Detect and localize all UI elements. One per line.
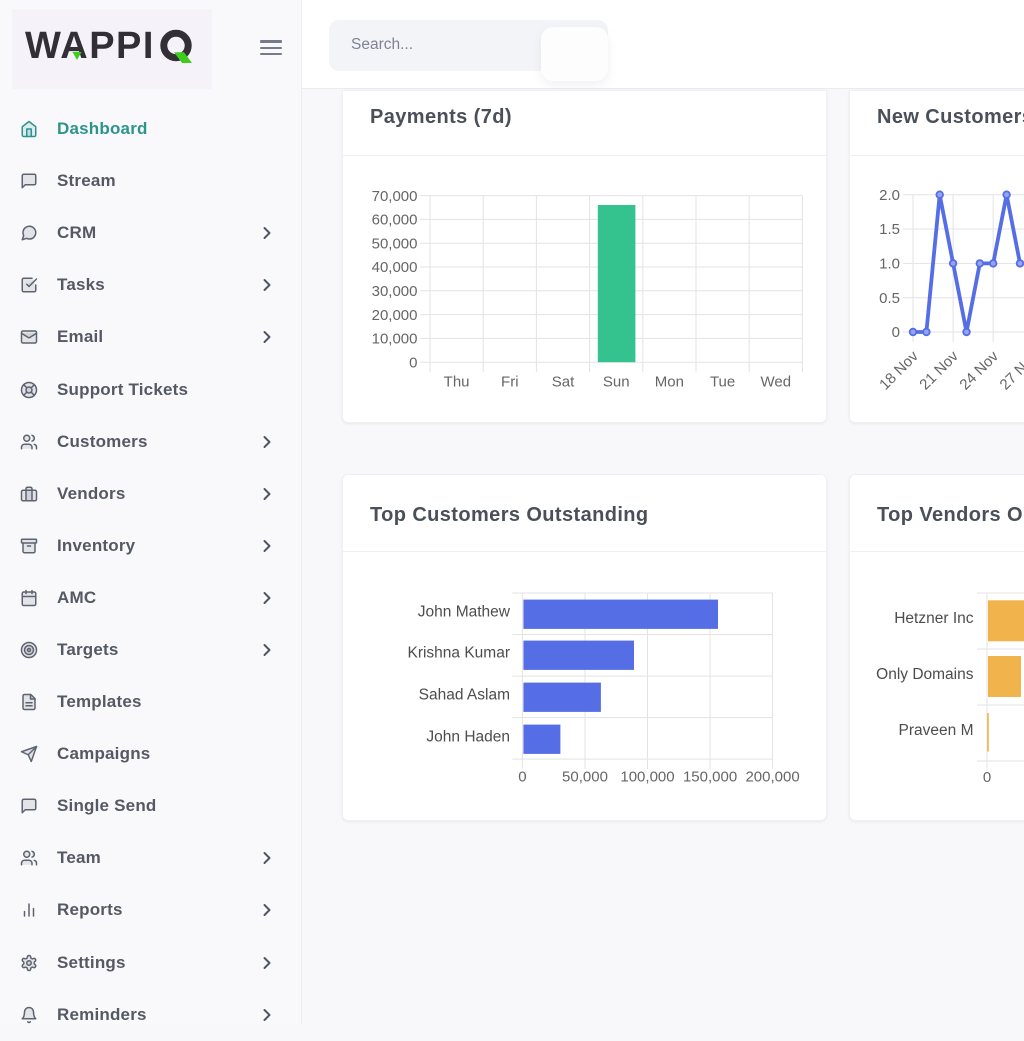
svg-text:John Mathew: John Mathew [418, 604, 511, 621]
svg-text:10,000: 10,000 [372, 331, 418, 348]
svg-text:150,000: 150,000 [683, 769, 737, 786]
svg-text:Fri: Fri [501, 374, 519, 391]
svg-text:30,000: 30,000 [372, 283, 418, 300]
svg-text:Sat: Sat [552, 374, 575, 391]
svg-text:60,000: 60,000 [372, 212, 418, 229]
svg-text:24 Nov: 24 Nov [956, 347, 1002, 393]
svg-text:21 Nov: 21 Nov [916, 347, 962, 393]
svg-text:27 Nov: 27 Nov [996, 347, 1024, 393]
svg-text:Wed: Wed [761, 374, 792, 391]
svg-text:0.5: 0.5 [879, 290, 900, 307]
svg-text:0: 0 [892, 324, 900, 341]
svg-text:0: 0 [409, 354, 417, 371]
svg-text:1.0: 1.0 [879, 256, 900, 273]
svg-text:50,000: 50,000 [372, 235, 418, 252]
svg-text:Hetzner Inc: Hetzner Inc [894, 610, 974, 627]
svg-text:0: 0 [518, 769, 526, 786]
svg-text:70,000: 70,000 [372, 188, 418, 205]
svg-text:Sahad Aslam: Sahad Aslam [419, 687, 510, 704]
svg-text:20,000: 20,000 [372, 307, 418, 324]
svg-text:18 Nov: 18 Nov [876, 347, 922, 393]
svg-text:Mon: Mon [655, 374, 684, 391]
svg-text:Sun: Sun [603, 374, 630, 391]
svg-text:2.0: 2.0 [879, 187, 900, 204]
svg-text:200,000: 200,000 [745, 769, 799, 786]
svg-text:50,000: 50,000 [562, 769, 608, 786]
svg-text:1.5: 1.5 [879, 221, 900, 238]
svg-text:100,000: 100,000 [620, 769, 674, 786]
svg-text:Krishna Kumar: Krishna Kumar [407, 645, 510, 662]
svg-text:WAPPI: WAPPI [25, 25, 155, 67]
svg-text:40,000: 40,000 [372, 259, 418, 276]
svg-text:0: 0 [983, 769, 991, 786]
svg-text:Thu: Thu [444, 374, 470, 391]
svg-text:Praveen M: Praveen M [899, 722, 974, 739]
svg-text:Tue: Tue [710, 374, 735, 391]
svg-text:John Haden: John Haden [426, 729, 510, 746]
svg-text:Only Domains: Only Domains [876, 666, 974, 683]
